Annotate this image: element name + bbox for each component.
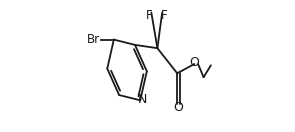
Text: O: O: [173, 101, 183, 114]
Text: Br: Br: [87, 33, 100, 46]
Text: O: O: [189, 56, 199, 69]
Text: N: N: [137, 93, 147, 106]
Text: F: F: [161, 9, 167, 22]
Text: F: F: [146, 9, 153, 22]
